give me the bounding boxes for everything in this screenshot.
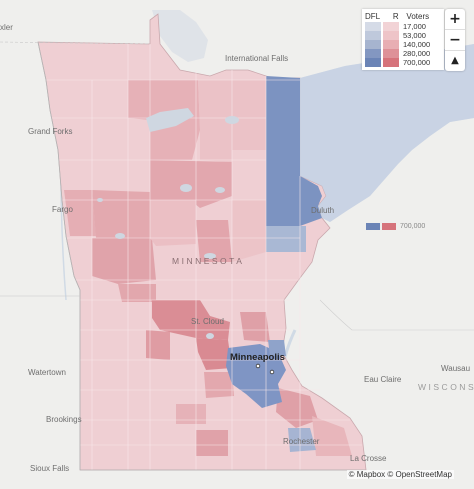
legend-swatch-dfl: [365, 22, 381, 31]
legend-swatch-dfl: [365, 49, 381, 58]
legend-swatch-r: [383, 40, 399, 49]
place-label: Watertown: [28, 368, 66, 377]
legend-swatch-r: [383, 49, 399, 58]
region-dfl-carlton: [266, 226, 306, 252]
legend-value: 140,000: [403, 40, 431, 49]
compass-button[interactable]: ▲: [445, 51, 465, 71]
legend-ghost-value: 700,000: [400, 223, 426, 230]
legend-swatch-dfl: [365, 40, 381, 49]
legend-r-label: R: [392, 12, 399, 21]
compass-icon: ▲: [451, 55, 459, 66]
region-r-medium: [204, 372, 234, 398]
region-dfl-rochester: [288, 428, 316, 452]
legend: DFL R Voters 17,000 53,000 140,000 280,000 7…: [362, 9, 444, 70]
place-label-primary: Minneapolis: [230, 352, 285, 363]
legend-row: 53,000: [365, 31, 441, 40]
legend-swatch-dfl: [365, 31, 381, 40]
map-attribution[interactable]: © Mapbox © OpenStreetMap: [346, 470, 454, 479]
map-controls: + − ▲: [445, 9, 465, 71]
place-label: Sioux Falls: [30, 464, 69, 473]
region-r-light: [232, 200, 266, 262]
legend-dfl-label: DFL: [365, 12, 381, 21]
legend-swatch-r: [383, 58, 399, 67]
country-border: [0, 41, 151, 45]
legend-row: 140,000: [365, 40, 441, 49]
region-r-medium: [276, 388, 318, 428]
lake-of-the-woods: [152, 10, 208, 62]
legend-row: 17,000: [365, 22, 441, 31]
region-r-light: [312, 416, 352, 456]
county-lines: [46, 44, 362, 470]
state-border: [319, 299, 474, 331]
small-lakes: [97, 108, 239, 339]
region-r-medium: [196, 430, 228, 456]
region-r-medium: [150, 160, 232, 208]
place-label: xler: [0, 23, 13, 32]
legend-header: DFL R Voters: [365, 11, 441, 22]
region-r-medium: [196, 220, 232, 262]
legend-voters-label: Voters: [406, 12, 430, 21]
region-r-strong: [196, 338, 232, 370]
region-r-medium: [240, 312, 270, 342]
legend-row: 280,000: [365, 49, 441, 58]
region-r-medium: [92, 238, 156, 284]
legend-ghost: 700,000: [366, 222, 425, 231]
state-border: [37, 41, 81, 470]
minneapolis-dot: [255, 363, 261, 369]
legend-swatch-r: [382, 223, 396, 230]
legend-swatch-dfl: [365, 58, 381, 67]
region-r-light: [150, 200, 196, 246]
legend-value: 280,000: [403, 49, 431, 58]
place-label: International Falls: [225, 54, 288, 63]
legend-value: 17,000: [403, 22, 426, 31]
region-r-medium: [118, 284, 156, 302]
zoom-out-button[interactable]: −: [445, 30, 465, 51]
place-label: La Crosse: [350, 454, 387, 463]
place-label: Duluth: [311, 206, 334, 215]
place-label: St. Cloud: [191, 317, 224, 326]
place-label: Wausau: [441, 364, 470, 373]
st-paul-dot: [269, 369, 275, 375]
legend-row: 700,000: [365, 58, 441, 67]
place-label: Brookings: [46, 415, 82, 424]
region-r-medium: [146, 330, 170, 360]
place-label: Grand Forks: [28, 127, 72, 136]
legend-swatch-r: [383, 31, 399, 40]
legend-value: 53,000: [403, 31, 426, 40]
region-r-medium: [64, 190, 96, 236]
place-label: Rochester: [283, 437, 320, 446]
legend-swatch-dfl: [366, 223, 380, 230]
region-dfl-arrowhead: [266, 76, 322, 226]
legend-value: 700,000: [403, 58, 431, 67]
region-dfl-north-metro: [268, 340, 286, 356]
legend-swatch-r: [383, 22, 399, 31]
place-label: Eau Claire: [364, 375, 402, 384]
state-label: MINNESOTA: [172, 256, 244, 266]
legend-rows: 17,000 53,000 140,000 280,000 700,000: [365, 22, 441, 67]
place-label: Fargo: [52, 205, 73, 214]
state-label: WISCONS: [418, 382, 474, 392]
region-r-light: [176, 404, 206, 424]
region-dfl-lakeshore: [300, 44, 474, 222]
zoom-in-button[interactable]: +: [445, 9, 465, 30]
region-r-medium: [92, 190, 150, 238]
